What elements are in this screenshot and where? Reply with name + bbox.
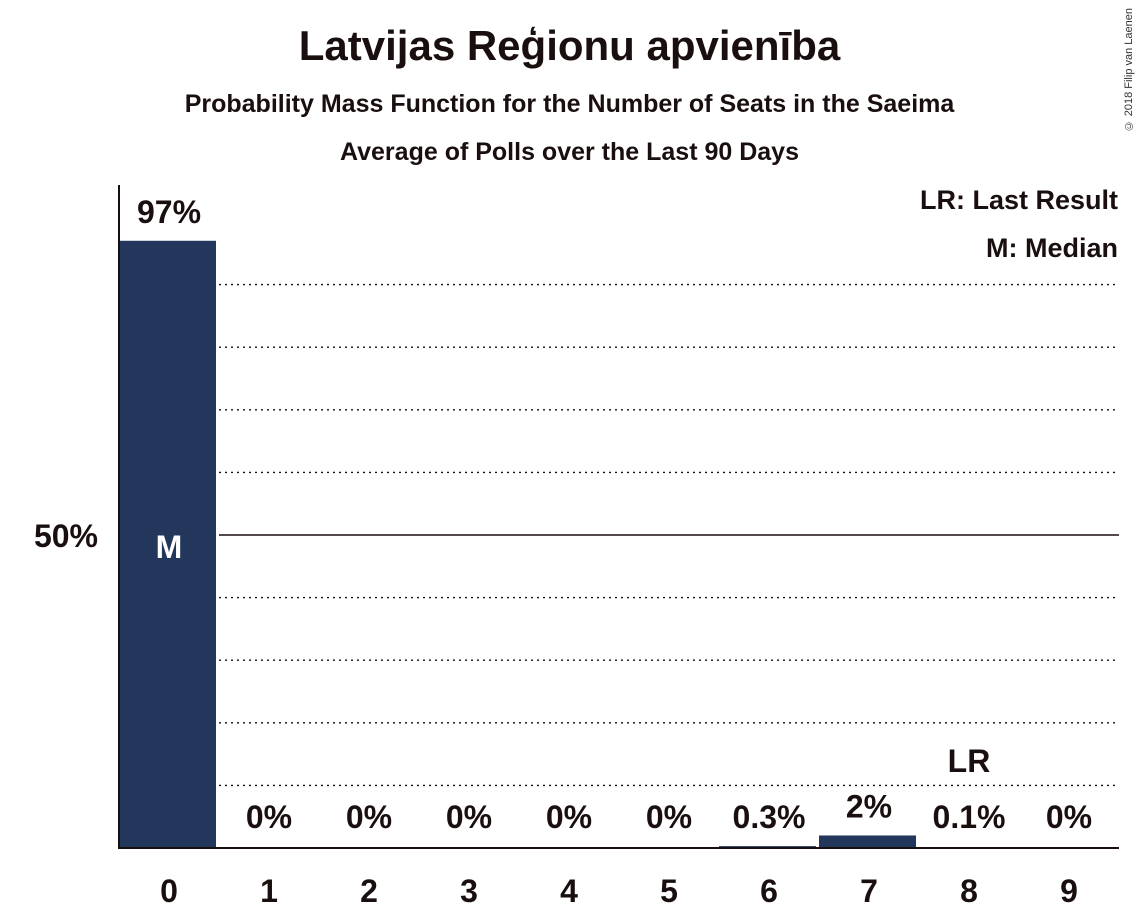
- data-label-2: 0%: [346, 799, 392, 835]
- last-result-marker: LR: [948, 743, 991, 779]
- chart-subtitle-2: Average of Polls over the Last 90 Days: [340, 138, 799, 166]
- data-label-8: 0.1%: [933, 799, 1006, 835]
- data-label-4: 0%: [546, 799, 592, 835]
- data-label-0: 97%: [137, 194, 201, 230]
- x-tick-label-9: 9: [1060, 873, 1078, 909]
- bars: [119, 240, 1016, 848]
- x-tick-label-7: 7: [860, 873, 878, 909]
- bar-7: [819, 835, 916, 848]
- bar-0: [119, 240, 216, 848]
- x-tick-label-0: 0: [160, 873, 178, 909]
- chart-subtitle: Probability Mass Function for the Number…: [184, 90, 955, 118]
- legend-median: M: Median: [986, 233, 1118, 263]
- data-label-5: 0%: [646, 799, 692, 835]
- data-label-9: 0%: [1046, 799, 1092, 835]
- chart-title: Latvijas Reģionu apvienība: [298, 22, 841, 69]
- legend-last-result: LR: Last Result: [920, 185, 1118, 215]
- data-label-1: 0%: [246, 799, 292, 835]
- gridlines: [219, 283, 1119, 787]
- x-tick-label-3: 3: [460, 873, 478, 909]
- data-label-6: 0.3%: [733, 799, 806, 835]
- x-tick-label-4: 4: [560, 873, 578, 909]
- data-label-7: 2%: [846, 788, 892, 824]
- y-tick-label: 50%: [34, 518, 98, 554]
- x-tick-label-2: 2: [360, 873, 378, 909]
- x-tick-label-8: 8: [960, 873, 978, 909]
- median-marker: M: [156, 529, 183, 565]
- data-label-3: 0%: [446, 799, 492, 835]
- x-tick-label-5: 5: [660, 873, 678, 909]
- x-tick-label-6: 6: [760, 873, 778, 909]
- x-tick-label-1: 1: [260, 873, 278, 909]
- data-labels: 50% 97% 0 0% 1 0% 2 0% 3 0% 4 0% 5 0.3% 6 2% 7 0.1% 8 0% 9 M L…: [34, 194, 1092, 909]
